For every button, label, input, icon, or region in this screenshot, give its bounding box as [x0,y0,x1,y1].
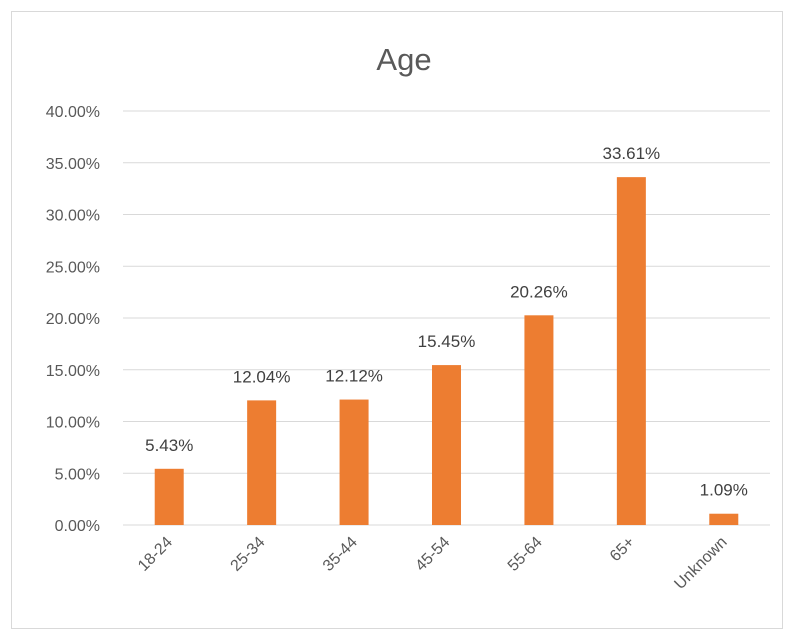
bar [616,177,646,525]
bars [154,177,739,525]
y-tick-label: 40.00% [46,104,100,121]
bar [339,399,369,525]
x-tick-label: 35-44 [320,534,361,575]
y-tick-label: 35.00% [46,156,100,173]
x-tick-label: 65+ [607,534,638,565]
chart-frame: Age 0.00% 5.00% 10.00% 15.00% 20.00% 25.00% 30… [11,11,783,629]
x-tick-label: 55-64 [505,534,546,575]
chart-title: Age [376,42,431,77]
bar [154,468,184,525]
data-label: 33.61% [603,144,661,163]
data-label: 20.26% [510,282,568,301]
x-axis-ticks: 18-24 25-34 35-44 45-54 55-64 65+ Unknown [135,534,731,593]
bar [524,315,554,525]
y-axis-ticks: 0.00% 5.00% 10.00% 15.00% 20.00% 25.00% 30.00%… [46,104,100,535]
data-labels: 5.43% 12.04% 12.12% 15.45% 20.26% 33.61% 1.09% [145,144,748,500]
y-tick-label: 10.00% [46,415,100,432]
x-tick-label: 45-54 [412,534,453,575]
y-tick-label: 0.00% [55,518,100,535]
x-tick-label: 25-34 [228,534,269,575]
y-tick-label: 5.00% [55,466,100,483]
data-label: 12.12% [325,367,383,386]
bar [247,400,277,525]
data-label: 15.45% [418,332,476,351]
bar [432,365,461,525]
x-tick-label: Unknown [671,534,730,593]
x-tick-label: 18-24 [135,534,176,575]
bar [709,513,739,525]
y-tick-label: 15.00% [46,363,100,380]
data-label: 5.43% [145,436,193,455]
y-tick-label: 30.00% [46,208,100,225]
gridlines [123,110,770,526]
data-label: 1.09% [700,481,748,500]
y-tick-label: 20.00% [46,311,100,328]
data-label: 12.04% [233,367,291,386]
y-tick-label: 25.00% [46,259,100,276]
